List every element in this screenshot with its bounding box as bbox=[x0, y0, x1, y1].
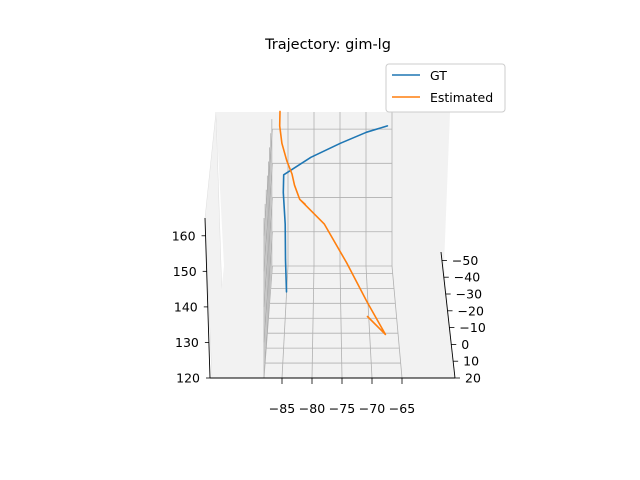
chart-title: Trajectory: gim-lg bbox=[264, 37, 391, 53]
series-lines bbox=[278, 110, 389, 336]
y-tick-label: −10 bbox=[459, 320, 485, 335]
grid-line-z-side bbox=[263, 231, 273, 343]
grid-line-x-floor bbox=[339, 265, 343, 379]
x-ticks: −85 −80 −75 −70 −65 bbox=[269, 378, 415, 416]
z-tick-label: 130 bbox=[175, 335, 199, 350]
axes-panes bbox=[204, 111, 455, 379]
legend-label-gt: GT bbox=[430, 68, 447, 83]
y-tick-label: −20 bbox=[458, 303, 484, 318]
z-tick-label: 150 bbox=[173, 264, 197, 279]
grid-lines bbox=[263, 112, 403, 379]
y-tick-label: 0 bbox=[461, 337, 469, 352]
grid-line-z-side bbox=[263, 129, 273, 236]
z-tick-label: 120 bbox=[176, 371, 200, 386]
axis-lines bbox=[204, 217, 456, 379]
y-axis-line bbox=[440, 251, 456, 379]
grid-line-z-side bbox=[263, 265, 273, 379]
pane-back bbox=[216, 112, 450, 266]
z-axis-line bbox=[204, 217, 211, 379]
grid-line-x-floor bbox=[365, 265, 373, 379]
grid-line-z-side bbox=[263, 197, 273, 307]
legend-label-estimated: Estimated bbox=[430, 90, 493, 105]
z-ticks: 120 130 140 150 160 bbox=[172, 228, 210, 386]
x-tick-label: −65 bbox=[389, 401, 415, 416]
pane-floor bbox=[212, 266, 455, 378]
x-tick-label: −75 bbox=[329, 401, 355, 416]
grid-line-x-floor bbox=[311, 265, 315, 379]
z-tick-label: 140 bbox=[174, 299, 198, 314]
y-tick-label: 10 bbox=[463, 354, 479, 369]
series-line-gt bbox=[282, 125, 389, 293]
grid-line-x-floor bbox=[391, 265, 403, 379]
legend: GT Estimated bbox=[385, 63, 506, 113]
x-tick-label: −80 bbox=[299, 401, 325, 416]
series-line-estimated bbox=[278, 110, 387, 336]
z-tick-label: 160 bbox=[172, 228, 196, 243]
y-tick-label: −50 bbox=[452, 253, 478, 268]
x-tick-label: −70 bbox=[359, 401, 385, 416]
y-tick-label: −30 bbox=[456, 287, 482, 302]
y-tick-label: 20 bbox=[465, 371, 481, 386]
y-ticks: −50 −40 −30−20 −10 0 10 20 bbox=[441, 253, 486, 386]
y-tick-label: −40 bbox=[454, 270, 480, 285]
grid-line-z-side bbox=[263, 163, 273, 272]
legend-frame bbox=[385, 63, 506, 113]
x-tick-label: −85 bbox=[269, 401, 295, 416]
